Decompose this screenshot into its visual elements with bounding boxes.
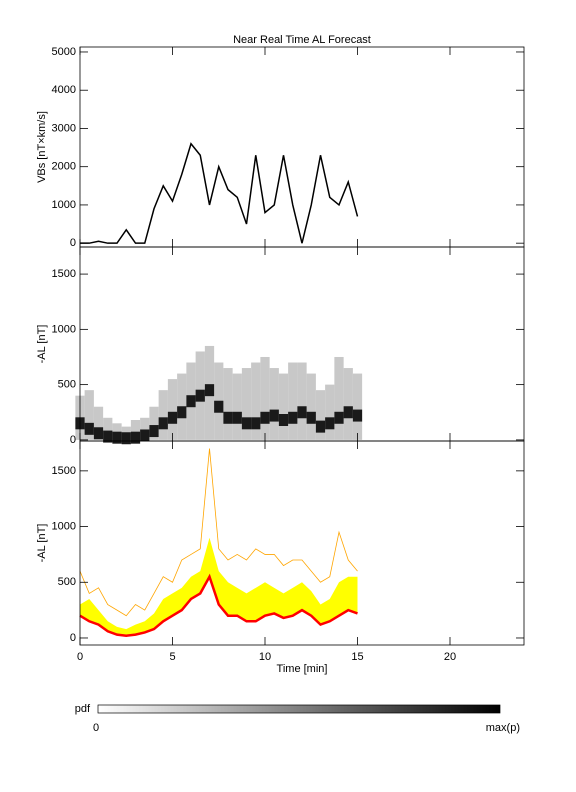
series-line [79,448,358,617]
y-tick-label: 0 [70,237,76,249]
density-peak [158,417,168,430]
chart-title: Near Real Time AL Forecast [233,34,371,46]
x-tick-label: 20 [444,651,456,663]
density-peak [84,422,94,435]
density-range [352,373,363,440]
density-peak [232,411,242,424]
density-range [149,406,159,440]
density-peak [297,406,307,419]
density-peak [241,417,252,430]
colorbar [97,704,501,714]
density-range [103,417,113,440]
y-tick-label: 2000 [52,161,76,173]
density-peak [167,411,178,424]
density-peak [352,409,363,422]
x-tick-label: 15 [351,651,363,663]
density-peak [278,413,289,426]
density-peak [195,389,205,402]
density-peak [260,411,270,424]
density-range [223,368,233,440]
y-tick-label: 1500 [52,268,76,280]
density-range [241,368,252,440]
plot-frame [79,440,525,646]
density-peak [223,411,233,424]
y-axis-label: VBs [nT×km/s] [36,111,48,183]
density-range [334,356,344,440]
y-tick-label: 3000 [52,122,76,134]
density-range [93,406,104,440]
density-range [84,390,94,440]
density-peak [343,406,353,419]
density-peak [112,431,122,444]
density-range [306,373,316,440]
y-tick-label: 0 [70,632,76,644]
density-peak [306,411,316,424]
density-peak [334,411,344,424]
density-range [297,362,307,440]
density-peak [315,420,326,433]
density-range [251,362,261,440]
density-peak [214,400,224,413]
y-axis-label: -AL [nT] [36,524,48,563]
density-range [343,368,353,440]
x-axis-label: Time [min] [277,663,328,675]
density-peak [130,431,141,444]
density-range [278,373,289,440]
density-range [269,368,279,440]
y-tick-label: 1000 [52,520,76,532]
density-peak [93,427,104,440]
density-peak [325,417,335,430]
band-area [80,537,358,636]
density-peak [177,406,187,419]
density-peak [103,430,113,443]
density-peak [149,425,159,438]
colorbar-min: 0 [93,722,99,734]
colorbar-max: max(p) [486,722,520,734]
y-tick-label: 1000 [52,323,76,335]
density-peak [269,409,279,422]
y-tick-label: 500 [58,379,76,391]
y-tick-label: 1500 [52,465,76,477]
density-peak [186,395,196,408]
density-range [167,379,178,440]
x-tick-label: 10 [259,651,271,663]
colorbar-label: pdf [75,703,91,715]
y-tick-label: 500 [58,576,76,588]
x-tick-label: 5 [169,651,175,663]
y-axis-label: -AL [nT] [36,325,48,364]
density-peak [251,417,261,430]
series-line [79,573,358,638]
density-peak [121,432,131,445]
density-range [315,390,326,440]
density-range [232,373,242,440]
density-peak [140,429,150,442]
plot-frame [79,46,525,248]
density-range [130,419,141,440]
y-tick-label: 1000 [52,199,76,211]
x-tick-label: 0 [77,651,83,663]
y-tick-label: 4000 [52,84,76,96]
y-tick-label: 0 [70,434,76,446]
data-line [80,142,359,244]
density-range [288,362,298,440]
density-peak [204,384,215,397]
y-tick-label: 5000 [52,46,76,58]
density-peak [288,411,298,424]
density-range [140,417,150,440]
density-range [325,384,335,440]
density-range [158,390,168,440]
density-range [260,356,270,440]
density-range [112,423,122,440]
